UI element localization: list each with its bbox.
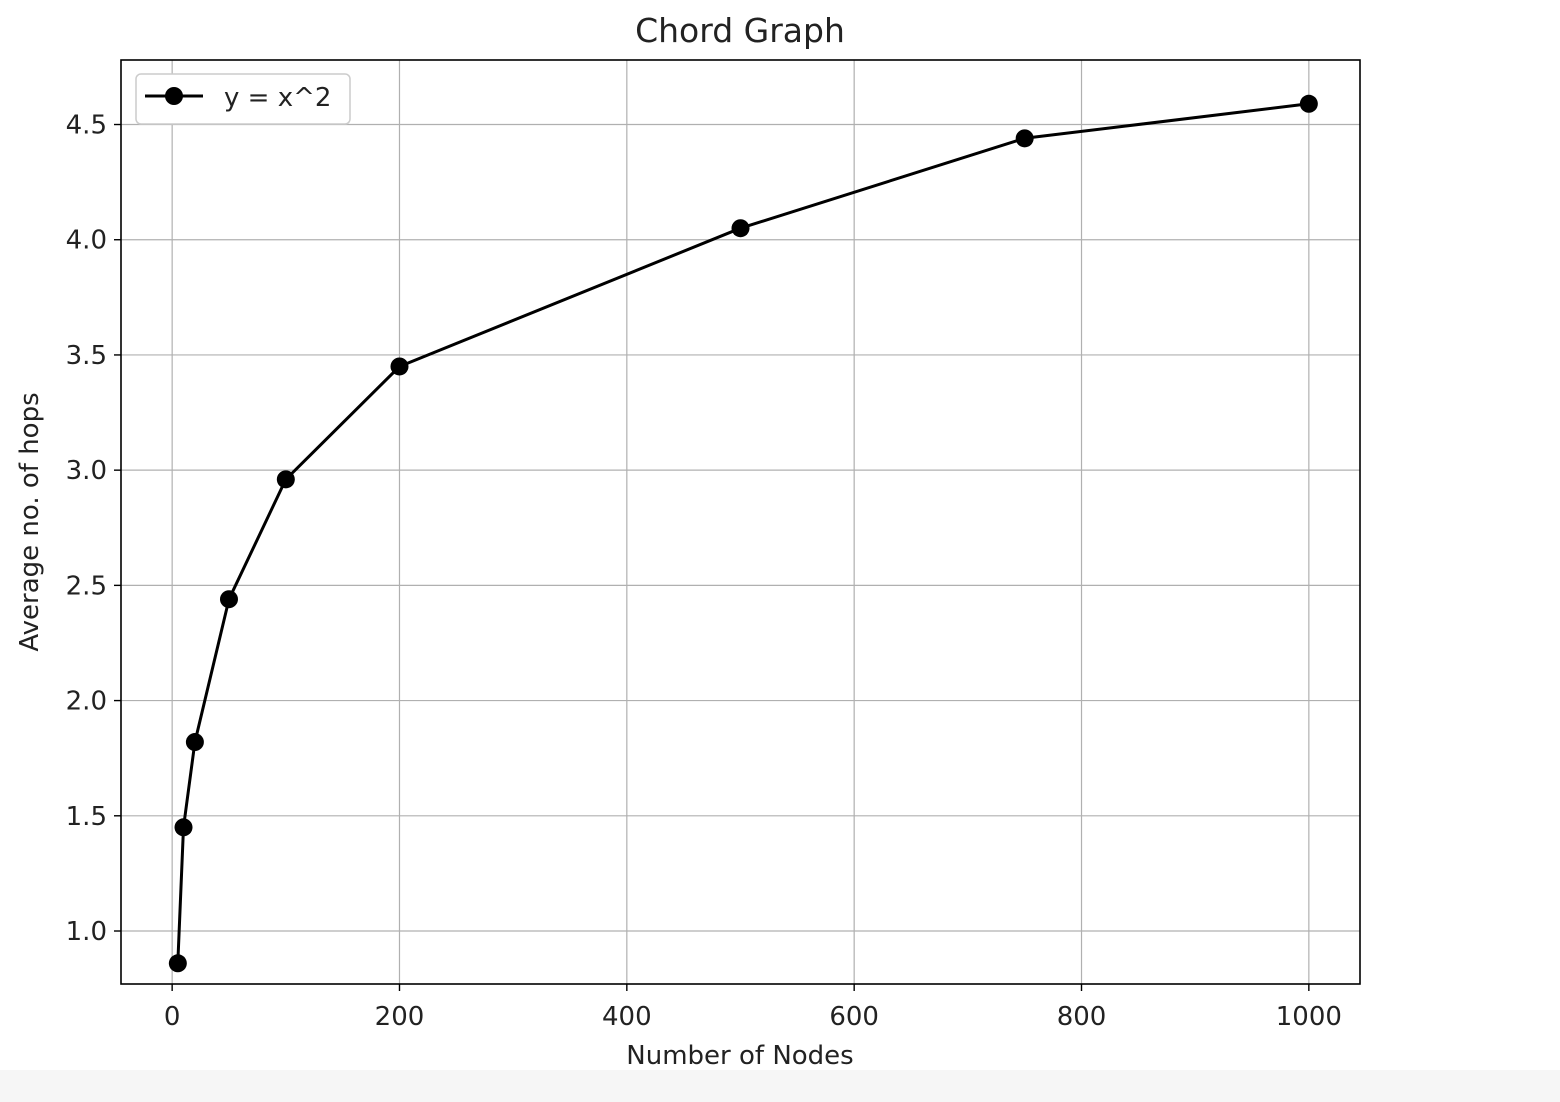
data-point [185,733,204,752]
y-tick-label: 4.5 [66,111,107,141]
legend: y = x^2 [135,73,351,125]
legend-box [135,73,351,125]
data-point [168,954,187,973]
x-tick-label: 1000 [1276,1002,1342,1032]
data-point [731,219,750,238]
x-tick-label: 0 [164,1002,181,1032]
chart-title: Chord Graph [635,11,845,50]
y-tick-label: 1.5 [66,802,107,832]
x-axis-label: Number of Nodes [626,1041,853,1070]
data-point [390,357,409,376]
legend-label: y = x^2 [224,83,331,113]
data-point [1015,129,1034,148]
y-tick-label: 2.5 [66,571,107,601]
plot-area-frame [120,59,1361,985]
y-tick-label: 2.0 [66,687,107,717]
data-point [1299,94,1318,113]
window-bottom-strip [0,1070,1560,1102]
grid-lines [121,60,1360,984]
legend-marker-swatch [165,87,183,105]
series-markers [168,94,1318,973]
x-tick-label: 400 [602,1002,652,1032]
y-axis-label: Average no. of hops [15,392,45,651]
data-point [219,590,238,609]
y-tick-label: 1.0 [66,917,107,947]
x-tick-label: 200 [375,1002,425,1032]
chart-figure: Chord Graph 0 200 400 600 800 1000 1.0 1.5 2.0 2.… [15,11,1361,1071]
x-tick-label: 600 [829,1002,879,1032]
y-tick-label: 3.5 [66,341,107,371]
x-tick-label: 800 [1057,1002,1107,1032]
data-point [174,818,193,837]
data-point [276,470,295,489]
y-tick-label: 3.0 [66,456,107,486]
axis-ticks: 0 200 400 600 800 1000 1.0 1.5 2.0 2.5 3.0 3.5 4.0 4.… [66,111,1342,1032]
y-tick-label: 4.0 [66,226,107,256]
line-chart: Chord Graph 0 200 400 600 800 1000 1.0 1.5 2.0 2.… [15,11,1361,1071]
